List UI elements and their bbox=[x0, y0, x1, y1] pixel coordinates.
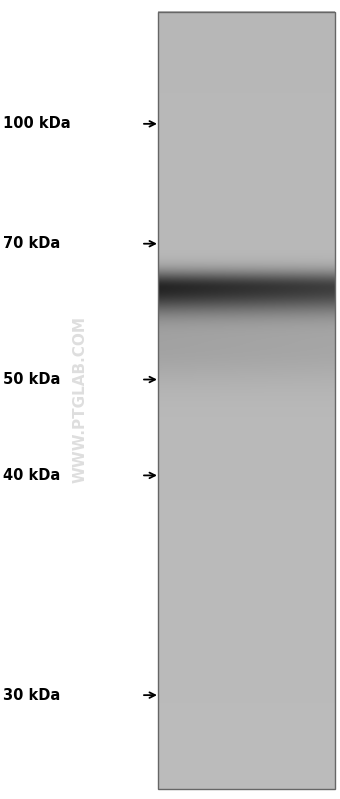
Text: 100 kDa: 100 kDa bbox=[3, 117, 71, 131]
Text: 50 kDa: 50 kDa bbox=[3, 372, 61, 387]
Text: WWW.PTGLAB.COM: WWW.PTGLAB.COM bbox=[72, 316, 87, 483]
Text: 70 kDa: 70 kDa bbox=[3, 237, 61, 251]
Bar bbox=[158, 12, 335, 789]
Text: 30 kDa: 30 kDa bbox=[3, 688, 61, 702]
Text: 40 kDa: 40 kDa bbox=[3, 468, 61, 483]
